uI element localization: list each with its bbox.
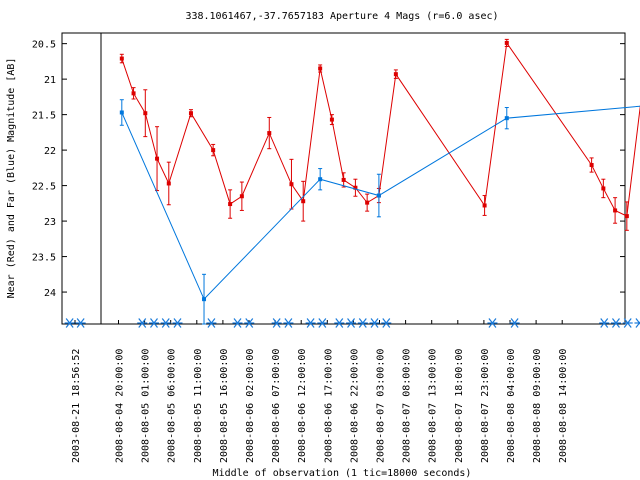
x-tick-label: 2008-08-06 22:00:00 [349, 349, 360, 463]
x-tick-label: 2008-08-05 06:00:00 [167, 349, 178, 463]
data-point [131, 91, 136, 96]
series-layer [119, 38, 640, 325]
x-tick-label: 2008-08-07 13:00:00 [428, 349, 439, 463]
observation-marker [369, 318, 380, 328]
x-tick-label: 2008-08-05 01:00:00 [141, 349, 152, 463]
observation-marker [148, 318, 159, 328]
observation-marker [232, 318, 243, 328]
observation-marker [357, 318, 368, 328]
x-tick-label: 2008-08-06 12:00:00 [297, 349, 308, 463]
y-tick-label: 23 [44, 217, 56, 228]
observation-marker [622, 318, 633, 328]
observation-marker [381, 318, 392, 328]
y-tick-label: 21.5 [32, 111, 56, 122]
data-point [188, 111, 193, 116]
data-point [482, 203, 487, 208]
data-point [211, 148, 216, 153]
observation-marker [244, 318, 255, 328]
x-tick-label: 2008-08-08 09:00:00 [532, 349, 543, 463]
data-point [267, 131, 272, 136]
data-point [353, 185, 358, 190]
series-line [121, 105, 640, 301]
data-point [329, 117, 334, 122]
data-point [318, 66, 323, 71]
data-point [365, 200, 370, 205]
data-point [376, 193, 381, 198]
observation-marker [509, 318, 520, 328]
y-axis: 20.5 21 21.5 22 22.5 23 23.5 24 [32, 40, 625, 299]
x-tick-label: 2008-08-06 02:00:00 [245, 349, 256, 463]
observation-marker [283, 318, 294, 328]
observation-marker [271, 318, 282, 328]
y-tick-label: 22 [44, 146, 56, 157]
observation-marker [346, 318, 357, 328]
observation-marker [487, 318, 498, 328]
data-point [143, 111, 148, 116]
chart-title: 338.1061467,-37.7657183 Aperture 4 Mags … [185, 11, 498, 22]
x-axis-label: Middle of observation (1 tic=18000 secon… [213, 468, 472, 479]
plot-frame [61, 32, 626, 325]
data-point [289, 182, 294, 187]
data-point [624, 214, 629, 219]
data-point [202, 297, 207, 302]
data-point [504, 116, 509, 121]
x-tick-label: 2008-08-08 04:00:00 [506, 349, 517, 463]
y-axis-label: Near (Red) and Far (Blue) Magnitude [AB] [6, 58, 17, 299]
series-line [121, 41, 640, 217]
x-tick-label: 2008-08-06 07:00:00 [271, 349, 282, 463]
observation-marker [75, 318, 86, 328]
observation-marker [305, 318, 316, 328]
x-tick-label: 2008-08-07 08:00:00 [402, 349, 413, 463]
data-point [155, 156, 160, 161]
data-point [613, 208, 618, 213]
x-tick-label: 2008-08-06 17:00:00 [323, 349, 334, 463]
series-0 [119, 38, 640, 231]
y-tick-label: 24 [44, 288, 56, 299]
data-point [601, 186, 606, 191]
data-point [228, 202, 233, 207]
observation-markers [64, 318, 640, 328]
x-tick-label: 2008-08-05 11:00:00 [193, 349, 204, 463]
y-tick-label: 23.5 [32, 253, 56, 264]
observation-marker [599, 318, 610, 328]
y-tick-label: 21 [44, 75, 56, 86]
x-axis: 2003-08-21 18:56:52 2008-08-04 20:00:00 20… [71, 320, 569, 463]
x-tick-label: 2003-08-21 18:56:52 [71, 349, 82, 463]
x-tick-label: 2008-08-08 14:00:00 [558, 349, 569, 463]
y-tick-label: 22.5 [32, 182, 56, 193]
data-point [318, 177, 323, 182]
x-tick-label: 2008-08-05 16:00:00 [219, 349, 230, 463]
series-1 [119, 99, 640, 325]
observation-marker [137, 318, 148, 328]
data-point [119, 56, 124, 61]
observation-marker [64, 318, 75, 328]
data-point [393, 72, 398, 77]
x-tick-label: 2008-08-07 03:00:00 [376, 349, 387, 463]
data-point [504, 40, 509, 45]
observation-marker [334, 318, 345, 328]
data-point [341, 177, 346, 182]
data-point [301, 199, 306, 204]
data-point [239, 194, 244, 199]
y-tick-label: 20.5 [32, 40, 56, 51]
observation-marker [206, 318, 217, 328]
observation-marker [172, 318, 183, 328]
x-tick-label: 2008-08-07 23:00:00 [480, 349, 491, 463]
data-point [589, 163, 594, 168]
observation-marker [160, 318, 171, 328]
data-point [119, 110, 124, 115]
observation-marker [610, 318, 621, 328]
data-point [166, 181, 171, 186]
observation-marker [317, 318, 328, 328]
observation-marker [634, 318, 640, 328]
x-tick-label: 2008-08-07 18:00:00 [454, 349, 465, 463]
x-tick-label: 2008-08-04 20:00:00 [115, 349, 126, 463]
